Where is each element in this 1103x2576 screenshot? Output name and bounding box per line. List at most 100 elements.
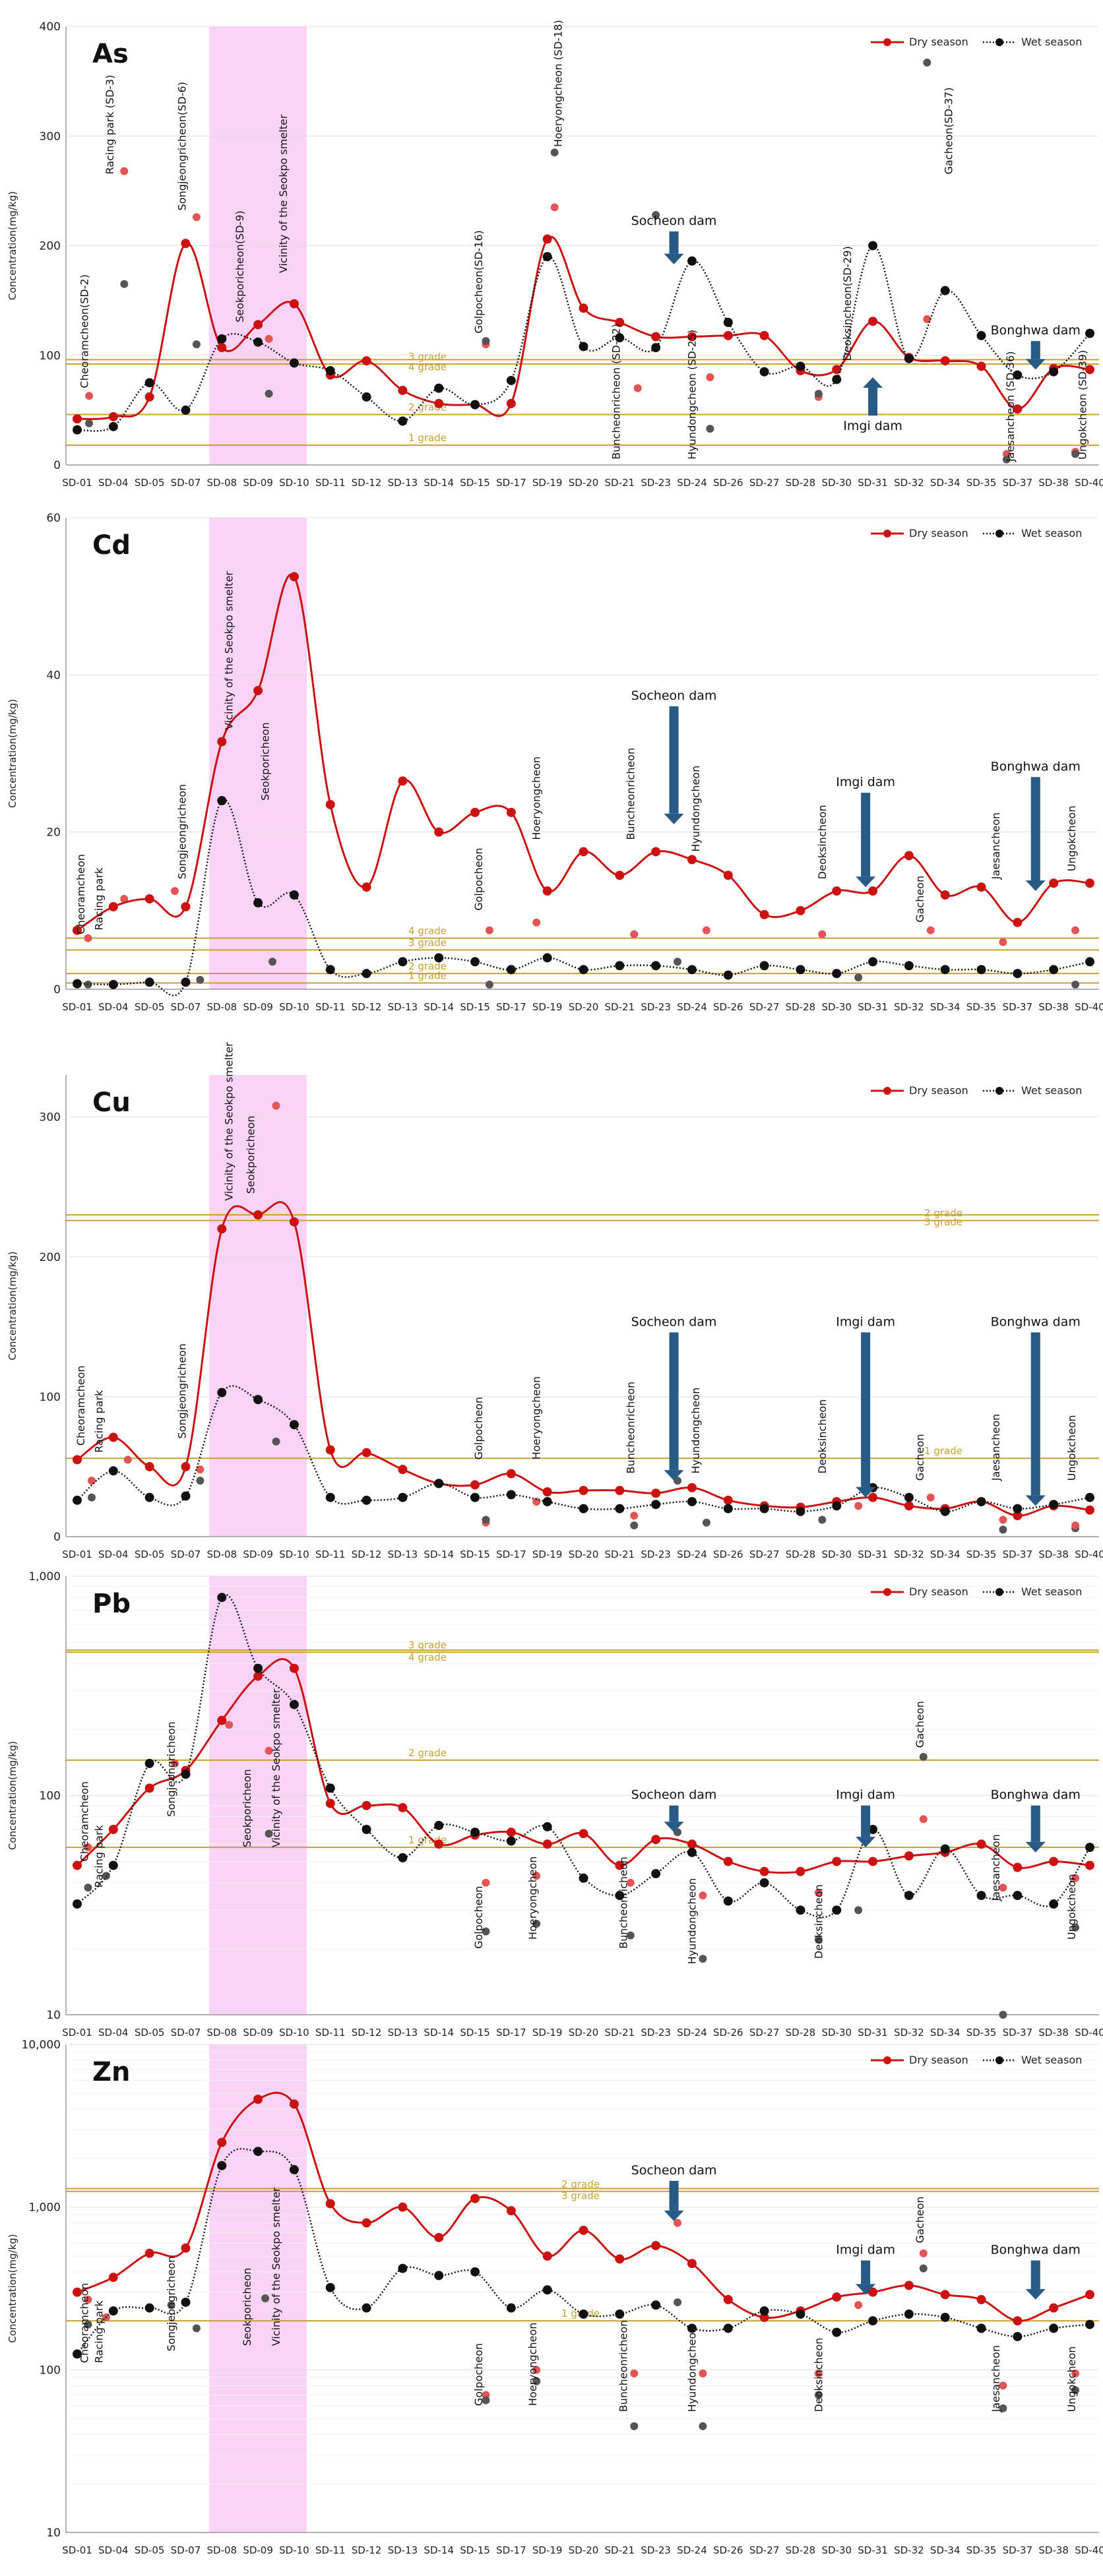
wet-season-point: [181, 405, 191, 415]
dry-season-point: [868, 1856, 878, 1866]
dry-season-point: [470, 2193, 480, 2203]
x-tick-label: SD-32: [894, 1549, 924, 1560]
wet-season-point: [325, 1783, 335, 1793]
x-tick-label: SD-04: [98, 1001, 129, 1013]
dry-season-point: [832, 2292, 842, 2302]
legend-wet-marker: [995, 1588, 1003, 1596]
wet-season-point: [940, 1506, 950, 1516]
extra-sample-point: [171, 887, 179, 896]
x-tick-label: SD-15: [460, 477, 490, 489]
extra-sample-point: [485, 980, 493, 989]
wet-season-point: [940, 286, 950, 295]
x-tick-label: SD-26: [713, 477, 743, 489]
wet-season-point: [217, 334, 227, 344]
x-tick-label: SD-21: [605, 2544, 635, 2556]
dry-season-point: [723, 330, 733, 340]
x-tick-label: SD-17: [496, 2027, 526, 2039]
dry-season-point: [144, 1461, 154, 1471]
x-tick-label: SD-35: [966, 2027, 997, 2039]
x-tick-label: SD-08: [206, 1001, 237, 1013]
grade-label: 4 grade: [408, 361, 447, 373]
dry-season-point: [615, 871, 625, 880]
annotation-label: Hoeryongcheon: [526, 1856, 539, 1940]
dry-season-point: [217, 737, 227, 747]
wet-season-point: [108, 979, 118, 989]
x-tick-label: SD-34: [930, 1549, 961, 1560]
wet-season-point: [144, 1758, 154, 1768]
dry-season-point: [362, 2218, 371, 2228]
dry-season-point: [144, 1783, 154, 1793]
x-tick-label: SD-09: [243, 1549, 273, 1560]
extra-sample-point: [630, 2422, 639, 2430]
grade-label: 3 grade: [408, 936, 447, 948]
annotation-label: Cheoramcheon: [75, 854, 87, 935]
dry-season-point: [542, 1839, 552, 1849]
dry-season-point: [651, 2241, 661, 2251]
grade-label: 3 grade: [561, 2190, 600, 2202]
extra-sample-point: [702, 1518, 710, 1527]
legend-dry-marker: [883, 38, 891, 46]
x-tick-label: SD-35: [966, 477, 997, 489]
extra-sample-point: [818, 930, 827, 938]
dam-arrow-head: [1025, 1841, 1046, 1853]
x-tick-label: SD-28: [786, 1549, 816, 1560]
legend-dry-label: Dry season: [909, 36, 968, 48]
wet-season-point: [108, 421, 118, 431]
annotation-label: Gacheon: [914, 1701, 926, 1748]
grade-label: 1 grade: [408, 432, 447, 444]
x-tick-label: SD-31: [858, 477, 888, 489]
x-tick-label: SD-14: [424, 2027, 454, 2039]
dry-season-point: [73, 2287, 82, 2297]
extra-sample-point: [1071, 2369, 1080, 2377]
x-tick-label: SD-31: [858, 2027, 888, 2039]
dry-season-point: [253, 320, 263, 330]
dry-season-point: [940, 890, 950, 900]
x-tick-label: SD-09: [243, 477, 273, 489]
wet-season-point: [217, 2161, 227, 2170]
extra-sample-point: [706, 425, 714, 433]
grade-label: 2 grade: [408, 960, 447, 972]
dam-label: Imgi dam: [836, 2243, 895, 2257]
annotation-label: Deoksincheon: [816, 805, 829, 879]
extra-sample-point: [674, 958, 682, 966]
x-tick-label: SD-26: [713, 1001, 743, 1013]
annotation-label: Buncheonricheon: [624, 748, 637, 840]
x-tick-label: SD-20: [569, 1001, 599, 1013]
extra-sample-point: [84, 2320, 92, 2329]
smelter-highlight-band: [209, 1075, 307, 1537]
extra-sample-point: [120, 167, 129, 175]
dry-season-point: [976, 1839, 986, 1849]
wet-season-point: [723, 1504, 733, 1514]
x-tick-label: SD-08: [206, 1549, 237, 1560]
dry-season-point: [470, 1480, 480, 1490]
wet-season-point: [144, 977, 154, 987]
extra-sample-point: [1071, 1521, 1080, 1530]
extra-sample-point: [268, 958, 277, 966]
annotation-label: Buncheonricheon: [617, 2320, 629, 2412]
annotation-label: Hyundongcheon: [685, 2326, 698, 2412]
annotation-label: Songjeongricheon(SD-6): [176, 82, 189, 210]
panel-title: Cu: [92, 1088, 131, 1118]
wet-season-point: [651, 961, 661, 971]
y-tick-label: 1,000: [28, 2201, 61, 2215]
x-tick-label: SD-31: [858, 1001, 888, 1013]
annotation-label: Ungokcheon (SD-39): [1077, 350, 1089, 460]
wet-season-point: [289, 1420, 299, 1430]
dry-season-point: [1085, 1860, 1094, 1870]
extra-sample-point: [120, 894, 129, 903]
wet-season-point: [1049, 2323, 1059, 2333]
extra-sample-point: [272, 1101, 280, 1110]
extra-sample-point: [1071, 1923, 1080, 1932]
dam-arrow-head: [1025, 880, 1046, 892]
dry-season-point: [759, 1866, 769, 1876]
x-tick-label: SD-19: [532, 2027, 563, 2039]
wet-season-point: [470, 957, 480, 967]
annotation-label: Seokporicheon: [241, 2268, 253, 2346]
y-axis-title: Concentration(mg/kg): [7, 2234, 18, 2343]
x-tick-label: SD-09: [243, 2027, 273, 2039]
x-tick-label: SD-24: [677, 1549, 707, 1560]
x-tick-label: SD-20: [569, 2544, 599, 2556]
wet-season-point: [506, 375, 516, 385]
dry-season-point: [108, 1432, 118, 1442]
